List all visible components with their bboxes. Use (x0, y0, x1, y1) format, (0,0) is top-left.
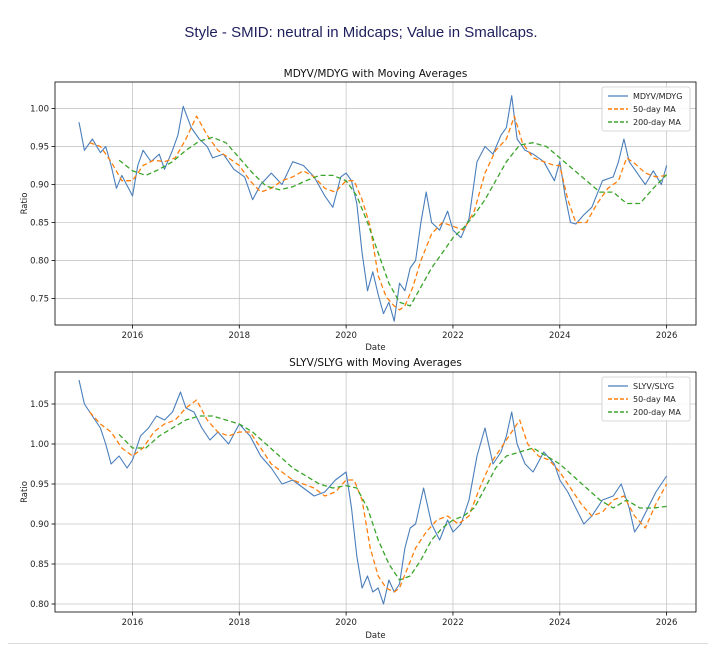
axes-frame (54, 371, 697, 613)
y-tick-label: 0.80 (30, 256, 49, 266)
x-tick-label: 2018 (228, 618, 250, 628)
plot-area (78, 379, 668, 605)
legend-entry: 50-day MA (633, 395, 676, 404)
y-tick-label: 1.05 (30, 400, 49, 410)
y-tick-label: 0.90 (30, 181, 49, 191)
series-line-mdyv-mdyg (78, 95, 668, 322)
page-title: Style - SMID: neutral in Midcaps; Value … (184, 24, 538, 41)
x-tick-label: 2022 (442, 618, 464, 628)
x-tick-label: 2020 (335, 618, 357, 628)
legend: SLYV/SLYG 50-day MA 200-day MA (601, 376, 691, 422)
series-line-200-day-ma (118, 136, 668, 307)
legend-box (601, 376, 691, 422)
y-tick-label: 0.85 (30, 560, 49, 570)
y-tick-label: 0.95 (30, 480, 49, 490)
y-tick-label: 0.75 (30, 294, 49, 304)
legend: MDYV/MDYG 50-day MA 200-day MA (601, 86, 691, 132)
series-line-slyv-slyg (78, 379, 668, 605)
x-tick-label: 2024 (549, 331, 571, 341)
x-tick-label: 2016 (122, 331, 144, 341)
series-line-200-day-ma (118, 415, 667, 581)
chart-panel-1: MDYV/MDYG with Moving Averages 2016 2018 20… (20, 68, 697, 353)
series-line-50-day-ma (89, 115, 667, 311)
x-axis-label: Date (365, 343, 385, 353)
y-axis-label: Ratio (20, 193, 30, 215)
y-tick-label: 1.00 (30, 440, 49, 450)
series-line-50-day-ma (89, 399, 668, 593)
plot-area (78, 95, 668, 322)
bottom-divider (8, 643, 708, 644)
chart-title: SLYV/SLYG with Moving Averages (289, 357, 462, 369)
x-tick-label: 2018 (228, 331, 250, 341)
legend-entry: 200-day MA (633, 408, 681, 417)
x-axis-label: Date (365, 631, 385, 641)
axes-frame (54, 81, 697, 326)
legend-entry: SLYV/SLYG (633, 382, 674, 391)
x-tick-label: 2026 (656, 331, 678, 341)
y-tick-label: 0.95 (30, 143, 49, 153)
legend-entry: 50-day MA (633, 105, 676, 114)
y-tick-label: 0.80 (30, 600, 49, 610)
y-tick-label: 1.00 (30, 105, 49, 115)
legend-box (601, 86, 691, 132)
chart-title: MDYV/MDYG with Moving Averages (284, 68, 468, 80)
y-tick-label: 0.90 (30, 520, 49, 530)
y-axis-label: Ratio (20, 481, 30, 503)
x-tick-label: 2020 (335, 331, 357, 341)
y-tick-label: 0.85 (30, 218, 49, 228)
x-tick-label: 2022 (442, 331, 464, 341)
x-tick-label: 2026 (656, 618, 678, 628)
legend-entry: MDYV/MDYG (633, 92, 682, 101)
chart-panel-2: SLYV/SLYG with Moving Averages 2016 2018 20… (20, 357, 697, 641)
x-tick-label: 2024 (549, 618, 571, 628)
legend-entry: 200-day MA (633, 118, 681, 127)
x-tick-label: 2016 (122, 618, 144, 628)
